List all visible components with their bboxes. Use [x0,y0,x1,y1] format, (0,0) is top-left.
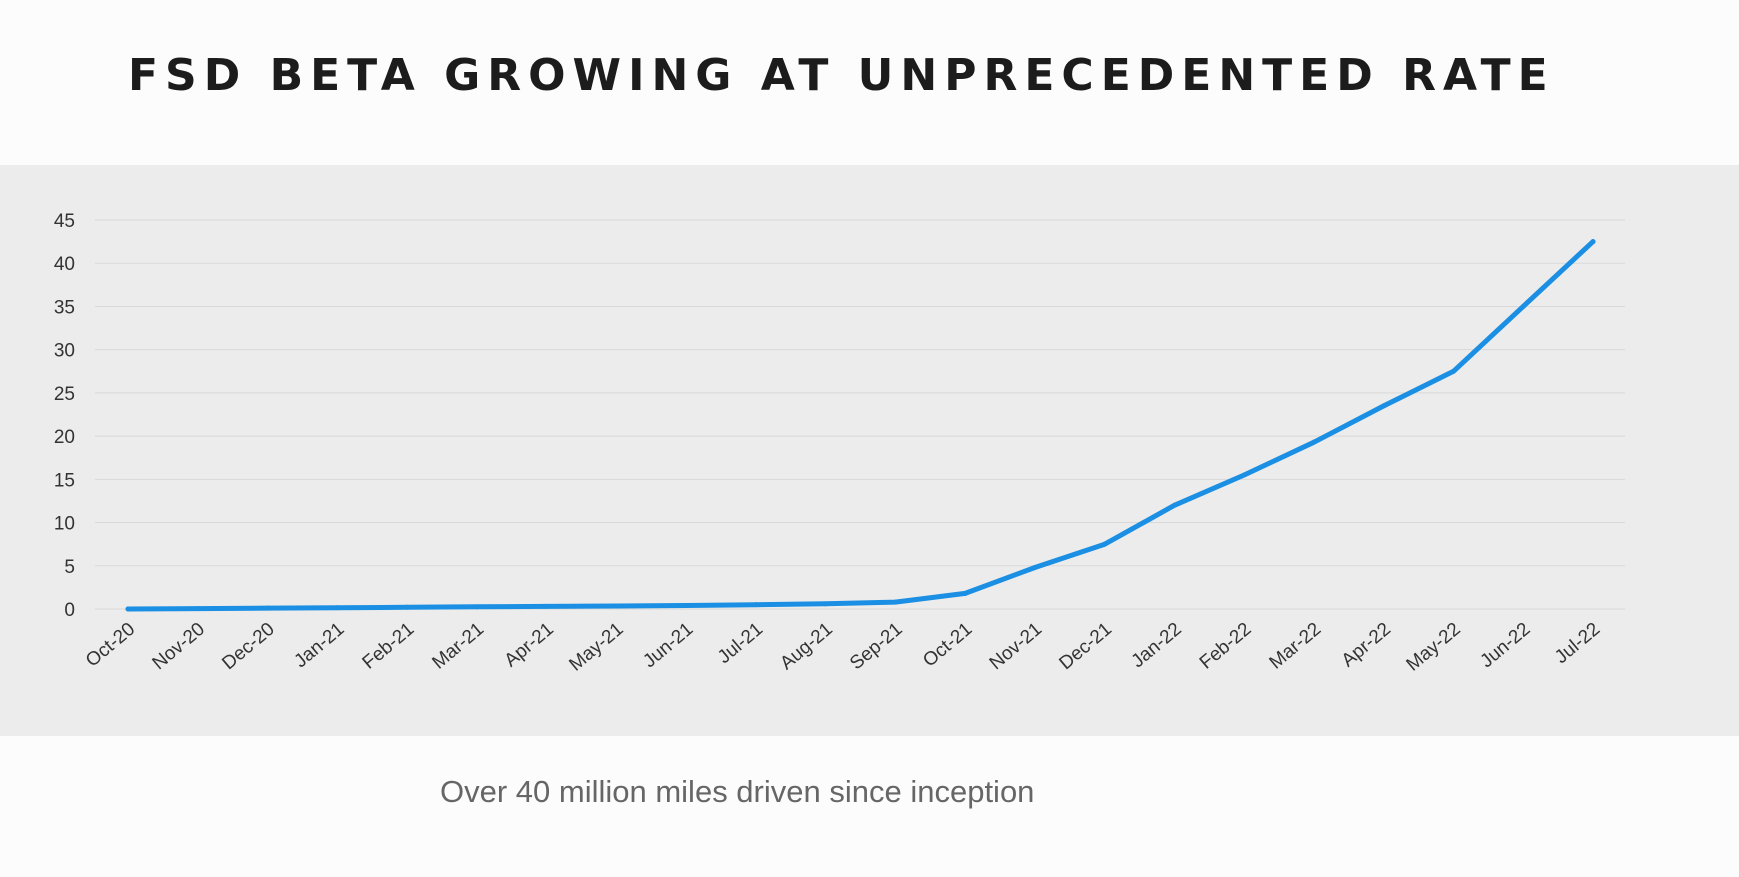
x-tick-label: Aug-21 [776,619,836,674]
x-tick-label: Nov-20 [149,619,209,674]
x-tick-label: May-22 [1403,619,1465,676]
data-point [404,604,410,610]
data-point [474,604,480,610]
slide-caption: Over 40 million miles driven since incep… [440,774,1035,809]
x-tick-label: Feb-22 [1196,619,1256,674]
data-point [823,601,829,607]
x-tick-label: Jan-21 [290,619,348,672]
data-point [1171,502,1177,508]
x-axis-tick-labels: Oct-20 Nov-20 Dec-20 Jan-21 Feb-21 Mar-21 Apr-… [82,619,1604,676]
y-axis-tick-labels: 0 5 10 15 20 25 30 35 40 45 [54,211,75,621]
data-point [683,603,689,609]
data-point [1032,565,1038,571]
x-tick-label: Nov-21 [986,619,1046,674]
data-point [334,605,340,611]
x-tick-label: Oct-21 [919,619,976,672]
x-tick-label: Oct-20 [82,619,139,672]
slide-title: FSD BETA GROWING AT UNPRECEDENTED RATE [128,50,1555,101]
x-tick-label: Dec-21 [1055,619,1115,674]
data-point [962,590,968,596]
y-tick-label: 5 [64,557,75,578]
series-layer [125,239,1596,612]
y-tick-label: 20 [54,427,75,448]
data-point [1450,368,1456,374]
y-tick-label: 30 [54,341,75,362]
data-point [1381,403,1387,409]
data-point [613,603,619,609]
data-point [753,602,759,608]
data-point [1102,541,1108,547]
data-point [1520,303,1526,309]
data-point [1311,439,1317,445]
x-tick-label: Apr-22 [1338,619,1395,672]
data-point [265,605,271,611]
x-tick-label: May-21 [566,619,628,676]
x-tick-label: Jun-22 [1476,619,1534,672]
data-point [1241,472,1247,478]
y-tick-label: 40 [54,254,75,275]
data-point [544,603,550,609]
y-tick-label: 0 [64,600,75,621]
data-point [1590,239,1596,245]
data-point [125,606,131,612]
y-tick-label: 15 [54,470,75,491]
series-line [125,239,1596,612]
x-tick-label: Jun-21 [639,619,697,672]
data-point [892,599,898,605]
x-tick-label: Dec-20 [218,619,278,674]
chart-panel: 0 5 10 15 20 25 30 35 40 45 Oct-20 Nov-20 Dec-20 Jan… [0,165,1739,736]
x-tick-label: Sep-21 [846,619,906,674]
x-tick-label: Jul-22 [1551,619,1604,668]
x-tick-label: Jan-22 [1128,619,1186,672]
y-tick-label: 25 [54,384,75,405]
data-point [195,606,201,612]
x-tick-label: Jul-21 [714,619,767,668]
y-tick-label: 45 [54,211,75,232]
y-tick-label: 35 [54,297,75,318]
x-tick-label: Mar-22 [1266,619,1326,674]
x-tick-label: Apr-21 [501,619,558,672]
y-tick-label: 10 [54,514,75,535]
grid-lines [95,219,1625,610]
x-tick-label: Mar-21 [428,619,488,674]
x-tick-label: Feb-21 [359,619,419,674]
